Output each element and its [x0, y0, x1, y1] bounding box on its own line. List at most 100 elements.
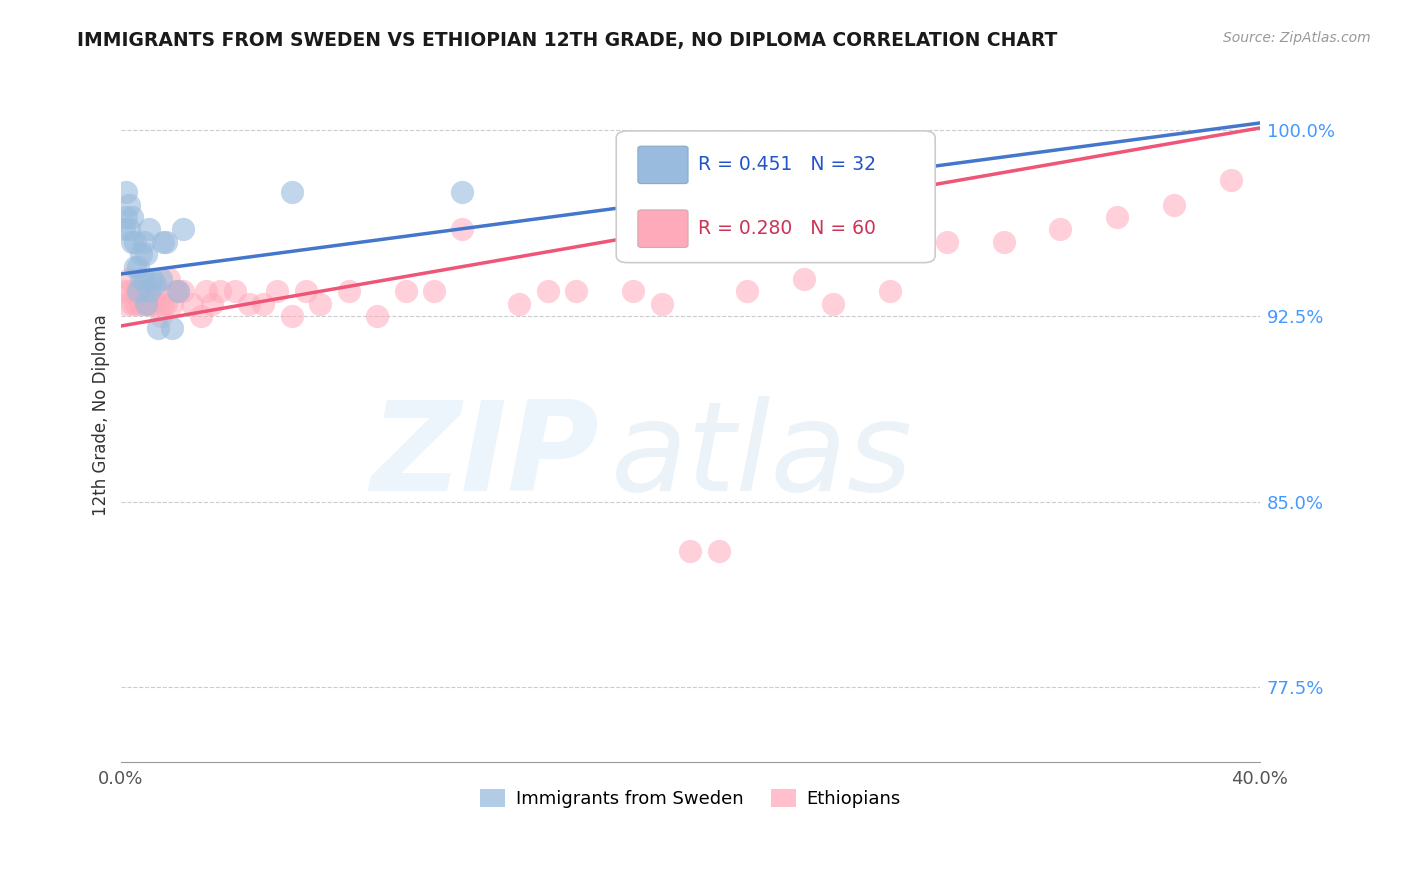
Point — [124, 235, 146, 249]
Point — [129, 297, 152, 311]
Point — [152, 297, 174, 311]
Point — [366, 309, 388, 323]
Point — [337, 285, 360, 299]
Point — [1049, 222, 1071, 236]
Point — [181, 297, 204, 311]
Point — [893, 186, 915, 200]
Point — [152, 235, 174, 249]
FancyBboxPatch shape — [638, 146, 688, 184]
Point — [565, 285, 588, 299]
Point — [1107, 210, 1129, 224]
Point — [1163, 197, 1185, 211]
Point — [423, 285, 446, 299]
Point — [135, 297, 157, 311]
Point — [118, 197, 141, 211]
Point — [129, 272, 152, 286]
Point — [143, 285, 166, 299]
Point — [121, 210, 143, 224]
Point — [238, 297, 260, 311]
Point — [155, 297, 177, 311]
Point — [157, 272, 180, 286]
Point — [537, 285, 560, 299]
Point — [621, 285, 644, 299]
Point — [132, 235, 155, 249]
Point — [280, 186, 302, 200]
Point — [118, 222, 141, 236]
Point — [163, 285, 186, 299]
Point — [115, 186, 138, 200]
Text: IMMIGRANTS FROM SWEDEN VS ETHIOPIAN 12TH GRADE, NO DIPLOMA CORRELATION CHART: IMMIGRANTS FROM SWEDEN VS ETHIOPIAN 12TH… — [77, 31, 1057, 50]
Point — [280, 309, 302, 323]
Point — [735, 285, 758, 299]
Point — [266, 285, 288, 299]
Point — [124, 297, 146, 311]
Point — [1220, 173, 1243, 187]
Point — [394, 285, 416, 299]
Point — [172, 285, 194, 299]
Point — [166, 285, 188, 299]
Point — [793, 272, 815, 286]
Point — [149, 309, 172, 323]
Point — [127, 260, 149, 274]
Point — [138, 285, 160, 299]
Point — [935, 235, 957, 249]
Point — [121, 235, 143, 249]
Point — [252, 297, 274, 311]
Point — [141, 297, 163, 311]
Point — [821, 297, 844, 311]
Point — [127, 285, 149, 299]
FancyBboxPatch shape — [638, 210, 688, 247]
Text: Source: ZipAtlas.com: Source: ZipAtlas.com — [1223, 31, 1371, 45]
Point — [132, 285, 155, 299]
Point — [155, 235, 177, 249]
Point — [121, 297, 143, 311]
Point — [141, 272, 163, 286]
Point — [135, 297, 157, 311]
Point — [138, 285, 160, 299]
Point — [138, 222, 160, 236]
Point — [160, 297, 183, 311]
Point — [190, 309, 212, 323]
Point — [115, 297, 138, 311]
Point — [679, 544, 702, 558]
Point — [124, 285, 146, 299]
Legend: Immigrants from Sweden, Ethiopians: Immigrants from Sweden, Ethiopians — [472, 781, 908, 815]
Point — [127, 297, 149, 311]
Point — [118, 285, 141, 299]
Point — [665, 186, 688, 200]
Y-axis label: 12th Grade, No Diploma: 12th Grade, No Diploma — [93, 314, 110, 516]
Point — [707, 544, 730, 558]
Point — [309, 297, 332, 311]
Point — [138, 297, 160, 311]
Point — [879, 285, 901, 299]
Point — [508, 297, 530, 311]
Point — [112, 222, 135, 236]
Point — [143, 277, 166, 291]
Point — [166, 285, 188, 299]
Point — [295, 285, 318, 299]
Point — [209, 285, 232, 299]
Point — [993, 235, 1015, 249]
Point — [160, 321, 183, 335]
Point — [201, 297, 224, 311]
Text: atlas: atlas — [610, 396, 912, 517]
Text: R = 0.451   N = 32: R = 0.451 N = 32 — [699, 155, 876, 174]
Point — [651, 297, 673, 311]
Point — [132, 272, 155, 286]
Point — [129, 247, 152, 261]
Point — [115, 210, 138, 224]
Point — [124, 260, 146, 274]
Point — [112, 285, 135, 299]
Point — [118, 272, 141, 286]
Point — [129, 285, 152, 299]
Point — [146, 321, 169, 335]
Point — [195, 285, 218, 299]
Point — [451, 222, 474, 236]
Text: ZIP: ZIP — [370, 396, 599, 517]
FancyBboxPatch shape — [616, 131, 935, 262]
Point — [149, 272, 172, 286]
Point — [451, 186, 474, 200]
Point — [146, 297, 169, 311]
Point — [127, 285, 149, 299]
Point — [135, 247, 157, 261]
